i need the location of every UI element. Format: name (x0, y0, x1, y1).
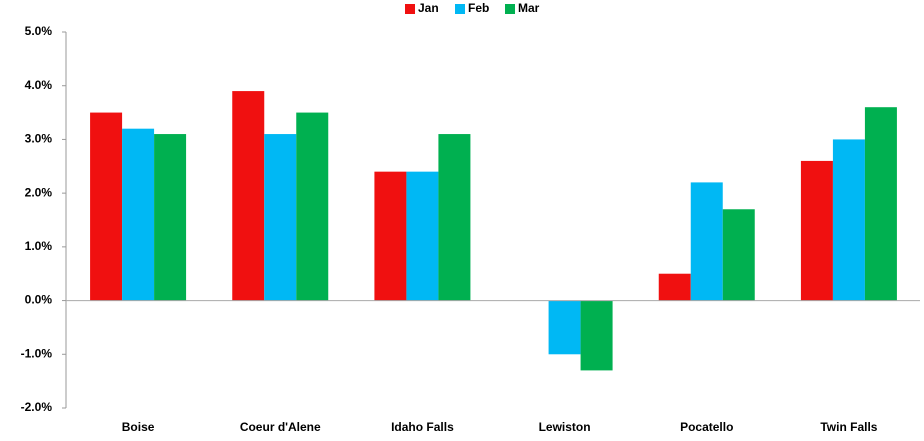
y-tick-label: -1.0% (21, 346, 53, 360)
bar (832, 139, 865, 301)
bar (296, 112, 329, 301)
x-tick-label: Lewiston (539, 420, 591, 434)
bar (264, 134, 297, 301)
bar (800, 160, 833, 301)
bar (580, 300, 613, 371)
legend-swatch (405, 4, 415, 14)
legend-label: Mar (518, 1, 540, 15)
x-tick-label: Boise (122, 420, 155, 434)
y-tick-label: -2.0% (21, 400, 53, 414)
bar (154, 134, 187, 301)
x-tick-label: Twin Falls (820, 420, 877, 434)
bar (122, 128, 155, 301)
y-tick-label: 0.0% (25, 293, 53, 307)
bar (864, 107, 897, 301)
bar (658, 273, 691, 301)
legend-label: Feb (468, 1, 489, 15)
y-tick-label: 2.0% (25, 185, 53, 199)
y-tick-label: 5.0% (25, 24, 53, 38)
legend-swatch (455, 4, 465, 14)
legend-swatch (505, 4, 515, 14)
legend-label: Jan (418, 1, 439, 15)
bar (438, 134, 471, 301)
x-tick-label: Coeur d'Alene (240, 420, 321, 434)
y-tick-label: 3.0% (25, 132, 53, 146)
bar (406, 171, 439, 301)
bar (90, 112, 123, 301)
y-tick-label: 4.0% (25, 78, 53, 92)
bar (548, 300, 581, 355)
bar (690, 182, 723, 301)
y-tick-label: 1.0% (25, 239, 53, 253)
bar (374, 171, 407, 301)
x-tick-label: Idaho Falls (391, 420, 454, 434)
x-tick-label: Pocatello (680, 420, 733, 434)
bar (722, 209, 755, 301)
bar (232, 91, 265, 301)
